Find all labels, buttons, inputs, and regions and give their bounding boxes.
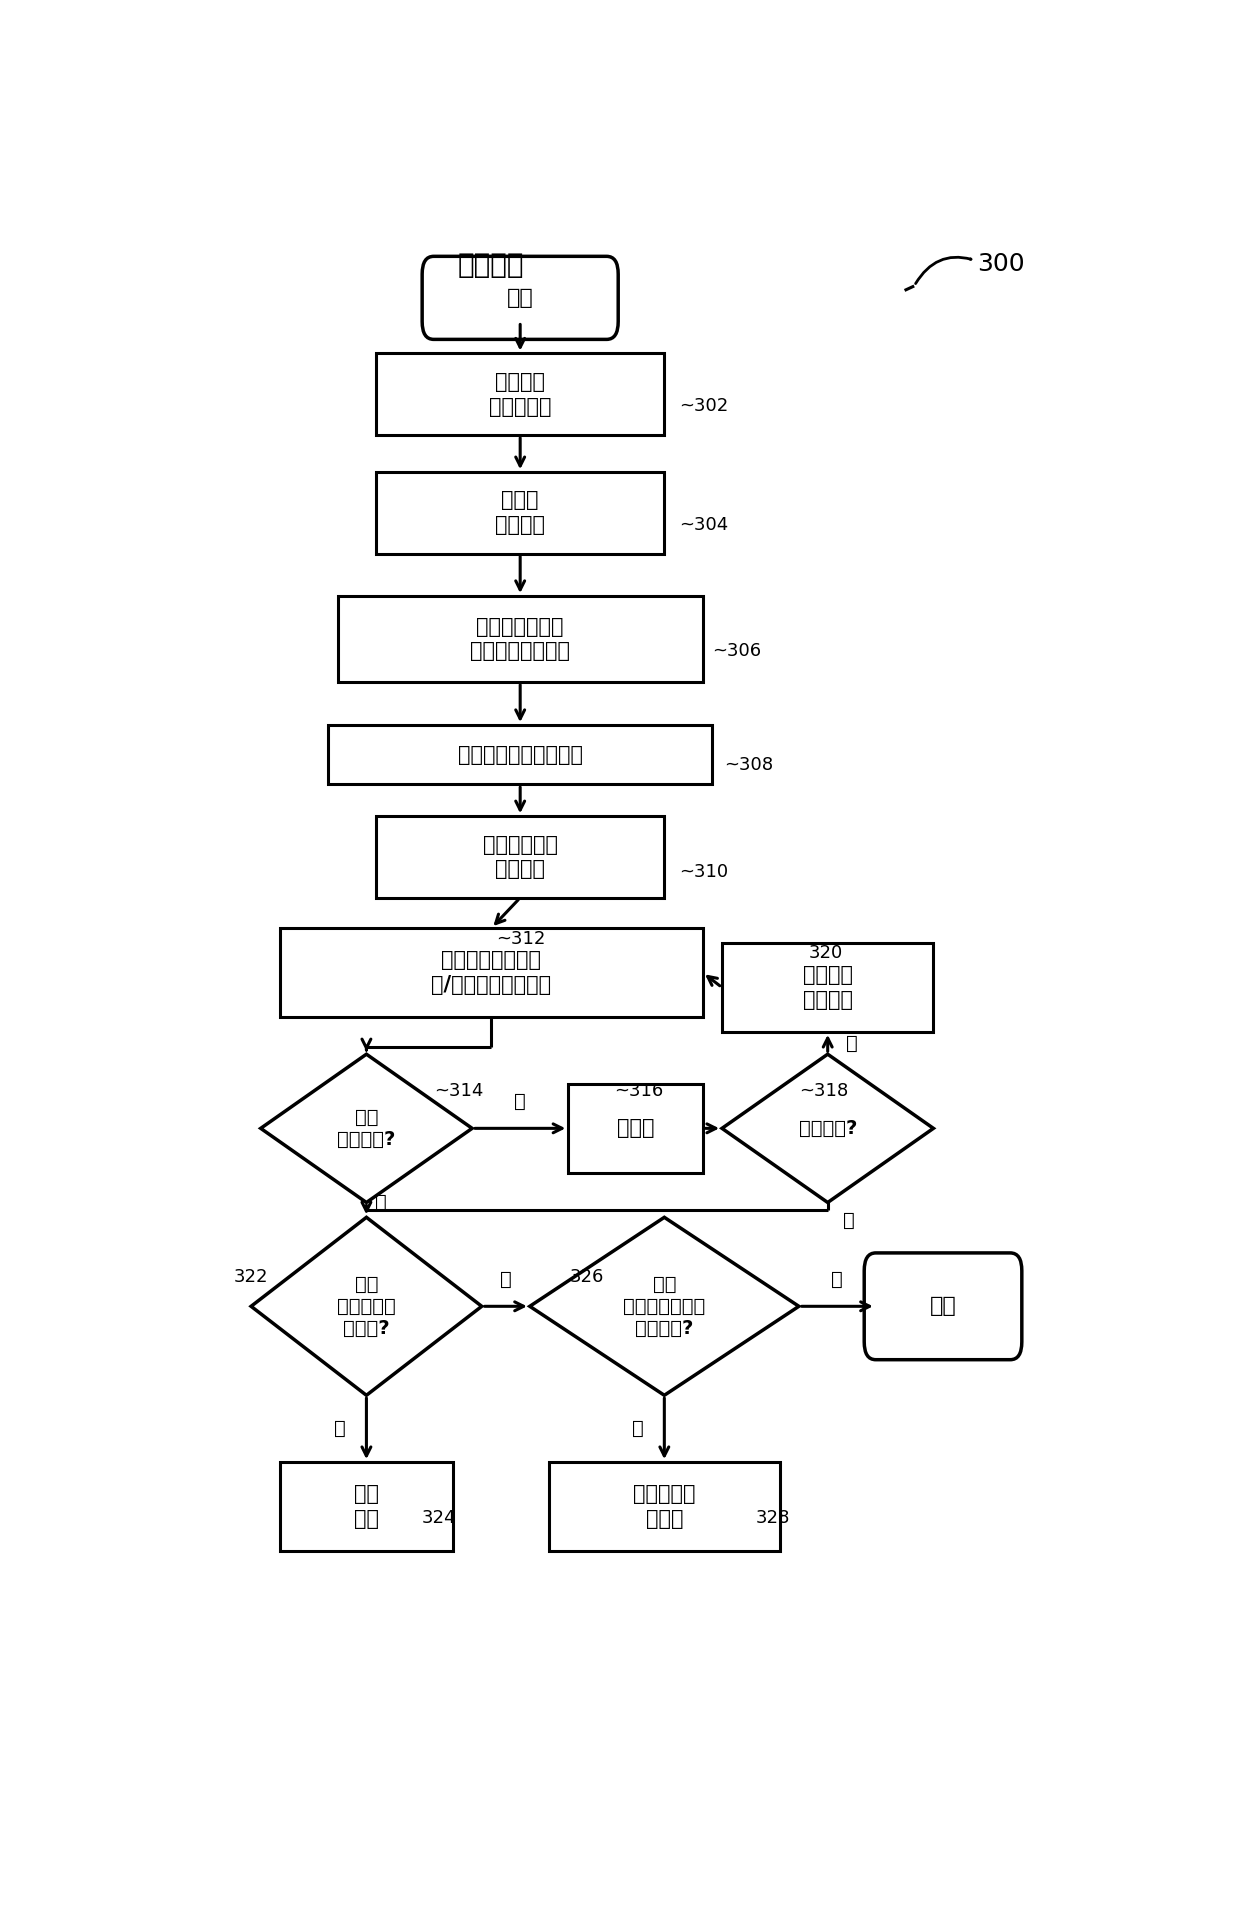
Text: ~308: ~308 <box>724 757 773 774</box>
Text: 接收
显示所保存数据
的请求吗?: 接收 显示所保存数据 的请求吗? <box>624 1275 706 1339</box>
Text: 显示树
结构数据: 显示树 结构数据 <box>495 491 546 535</box>
Text: 接收显示
数据的请求: 接收显示 数据的请求 <box>489 372 552 416</box>
Text: 否: 否 <box>500 1269 512 1288</box>
Bar <box>280 928 703 1017</box>
Polygon shape <box>529 1217 799 1394</box>
Text: 328: 328 <box>755 1510 790 1527</box>
Text: 否: 否 <box>374 1192 387 1211</box>
Text: 结束: 结束 <box>930 1296 956 1315</box>
Bar <box>376 817 665 898</box>
Text: ~306: ~306 <box>712 641 761 661</box>
Bar <box>280 1462 453 1550</box>
Text: ~316: ~316 <box>614 1082 663 1100</box>
Text: 显示表: 显示表 <box>616 1119 655 1138</box>
Text: 322: 322 <box>234 1267 268 1287</box>
Text: 保存
数据: 保存 数据 <box>353 1485 379 1529</box>
Text: ~310: ~310 <box>678 863 728 880</box>
Bar <box>376 354 665 435</box>
Bar <box>549 1462 780 1550</box>
FancyBboxPatch shape <box>422 256 619 339</box>
Bar <box>568 1084 703 1173</box>
Text: 显示关于活动节点
和/或兄弟节点的数据: 显示关于活动节点 和/或兄弟节点的数据 <box>432 950 552 996</box>
Text: 324: 324 <box>422 1510 456 1527</box>
Text: 是: 是 <box>334 1419 346 1439</box>
Text: 接收把节点设置
为活动节点的请求: 接收把节点设置 为活动节点的请求 <box>470 616 570 661</box>
FancyBboxPatch shape <box>864 1254 1022 1360</box>
Text: ~312: ~312 <box>496 930 546 948</box>
Bar <box>327 724 713 784</box>
FancyArrowPatch shape <box>915 258 971 283</box>
Text: ~318: ~318 <box>799 1082 848 1100</box>
Bar <box>722 944 934 1032</box>
Text: ~304: ~304 <box>678 516 728 534</box>
Text: 把节点设置为活动节点: 把节点设置为活动节点 <box>458 745 583 765</box>
Text: 接收
保存数据的
请求吗?: 接收 保存数据的 请求吗? <box>337 1275 396 1339</box>
Text: 显示程序: 显示程序 <box>458 250 525 279</box>
Text: 改变表吗?: 改变表吗? <box>799 1119 857 1138</box>
Text: 326: 326 <box>570 1267 605 1287</box>
Text: 320: 320 <box>808 944 843 963</box>
Text: ~302: ~302 <box>678 397 728 416</box>
Text: 选择
显示表吗?: 选择 显示表吗? <box>337 1107 396 1148</box>
Text: 显示表中
的新数据: 显示表中 的新数据 <box>802 965 853 1009</box>
Bar <box>376 472 665 553</box>
Text: 是: 是 <box>846 1034 858 1054</box>
Text: 300: 300 <box>977 252 1024 275</box>
Polygon shape <box>260 1054 472 1202</box>
Bar <box>337 595 703 682</box>
Text: 否: 否 <box>843 1211 854 1231</box>
Text: 是: 是 <box>515 1092 526 1111</box>
Text: 开始: 开始 <box>507 287 533 308</box>
Text: ~314: ~314 <box>434 1082 484 1100</box>
Text: 显示可选择的
导航元素: 显示可选择的 导航元素 <box>482 834 558 880</box>
Polygon shape <box>250 1217 481 1394</box>
Text: 显示所保存
的数据: 显示所保存 的数据 <box>634 1485 696 1529</box>
Text: 是: 是 <box>631 1419 644 1439</box>
Polygon shape <box>722 1054 934 1202</box>
Text: 否: 否 <box>832 1269 843 1288</box>
